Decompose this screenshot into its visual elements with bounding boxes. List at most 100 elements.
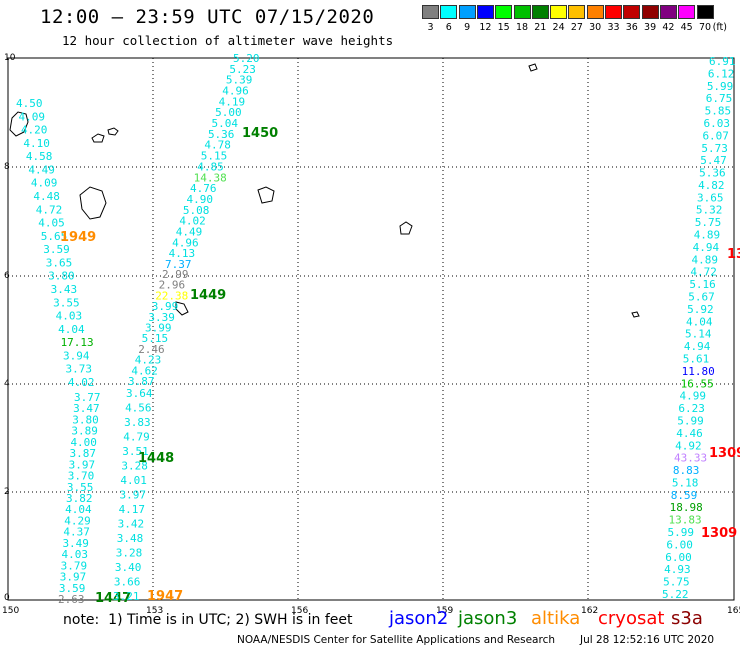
wave-height-value: 3.55	[67, 481, 94, 494]
wave-height-value: 4.49	[28, 163, 54, 176]
wave-height-value: 6.07	[702, 129, 729, 142]
wave-height-value: 4.89	[694, 229, 721, 242]
wave-height-value: 3.40	[115, 561, 142, 574]
wave-height-value: 5.99	[677, 414, 704, 427]
legend-label: 33	[607, 22, 620, 33]
x-tick-label: 165	[727, 606, 740, 616]
altimeter-track: 2.992.9622.383.993.393.995.152.464.234.6…	[128, 268, 226, 388]
wave-height-value: 5.23	[229, 63, 256, 76]
wave-height-value: 17.13	[61, 336, 94, 349]
wave-height-value: 3.59	[59, 582, 85, 595]
wave-height-value: 3.65	[46, 256, 73, 269]
wave-height-value: 4.04	[65, 503, 92, 516]
wave-height-value: 4.37	[63, 526, 89, 539]
wave-height-value: 4.50	[16, 97, 43, 110]
legend-label: 70	[698, 22, 712, 33]
wave-height-value: 5.32	[696, 204, 723, 217]
wave-height-value: 4.17	[119, 503, 146, 516]
wave-height-value: 2.96	[159, 279, 186, 292]
wave-height-value: 5.61	[683, 352, 710, 365]
wave-height-value: 4.00	[70, 436, 97, 449]
legend-swatch	[623, 5, 641, 19]
wave-height-value: 3.94	[63, 349, 90, 362]
wave-height-value: 4.13	[169, 247, 196, 260]
wave-height-value: 3.47	[73, 402, 100, 415]
wave-height-value: 16.55	[681, 377, 714, 390]
wave-height-value: 5.04	[212, 117, 239, 130]
wave-height-value: 3.43	[51, 283, 78, 296]
wave-height-value: 6.12	[708, 67, 735, 80]
pass-time-label: 13	[727, 247, 740, 262]
legend-label: 21	[534, 22, 547, 33]
wave-height-value: 4.46	[676, 427, 703, 440]
coastline	[257, 186, 275, 204]
wave-height-value: 5.20	[233, 52, 260, 65]
legend-label: 3	[427, 22, 434, 33]
pass-time-label: 1448	[138, 451, 174, 466]
wave-height-value: 3.89	[71, 425, 98, 438]
wave-height-value: 3.80	[48, 270, 75, 283]
coastline	[631, 311, 640, 318]
wave-height-value: 3.28	[116, 547, 142, 560]
legend-swatch	[605, 5, 622, 19]
pass-time-label: 1449	[190, 288, 226, 303]
y-tick-label: 2	[4, 487, 10, 497]
wave-height-value: 3.55	[53, 296, 79, 309]
wave-height-value: 11.80	[682, 365, 715, 378]
satellite-name: altika	[531, 608, 581, 629]
legend-swatch	[458, 5, 476, 19]
legend-swatch	[678, 5, 696, 19]
legend-label: 15	[497, 22, 510, 33]
wave-height-value: 4.58	[26, 150, 53, 163]
wave-height-value: 4.79	[123, 431, 150, 444]
wave-height-value: 5.39	[226, 74, 253, 87]
legend-swatch	[422, 5, 439, 19]
wave-height-value: 4.99	[679, 390, 706, 403]
wave-height-value: 43.33	[674, 452, 707, 465]
wave-height-value: 4.85	[197, 160, 224, 173]
wave-height-value: 3.28	[121, 460, 148, 473]
units-note: note: 1) Time is in UTC; 2) SWH is in fe…	[63, 612, 353, 628]
pass-time-label: 1309	[701, 526, 737, 541]
legend-label: 39	[644, 22, 657, 33]
wave-height-value: 4.19	[219, 95, 246, 108]
wave-height-value: 5.47	[700, 154, 727, 167]
x-tick-label: 153	[146, 606, 163, 616]
coastline	[79, 186, 107, 220]
legend-label: 18	[515, 22, 529, 33]
coastline	[399, 221, 413, 235]
map-title: 12:00 – 23:59 UTC 07/15/2020	[40, 6, 375, 28]
altimeter-track: 1947	[147, 589, 183, 604]
wave-height-value: 3.49	[62, 537, 89, 550]
wave-height-value: 4.09	[31, 177, 58, 190]
x-tick-label: 156	[291, 606, 308, 616]
wave-height-value: 4.72	[690, 266, 717, 279]
wave-height-value: 4.62	[131, 364, 158, 377]
legend-label: 9	[464, 22, 471, 33]
wave-height-value: 4.78	[204, 139, 231, 152]
altimeter-track: 5.205.235.394.964.195.005.045.364.785.15…	[165, 52, 278, 271]
coastline	[91, 133, 105, 143]
wave-height-value: 13.83	[669, 514, 702, 527]
legend-label: 36	[625, 22, 638, 33]
wave-height-value: 3.48	[117, 532, 144, 545]
wave-height-value: 4.82	[698, 179, 725, 192]
wave-height-value: 4.23	[135, 354, 162, 367]
wave-height-value: 5.14	[685, 328, 712, 341]
legend-swatch	[531, 5, 549, 19]
wave-height-value: 3.87	[70, 447, 97, 460]
wave-height-value: 18.98	[670, 501, 703, 514]
wave-height-value: 7.37	[165, 258, 192, 271]
wave-height-value: 4.03	[62, 548, 89, 561]
legend-swatch	[495, 5, 513, 19]
wave-height-value: 6.03	[704, 117, 731, 130]
wave-height-value: 5.18	[672, 476, 699, 489]
satellite-name: jason3	[458, 608, 518, 629]
wave-height-value: 5.15	[142, 332, 169, 345]
satellite-name: cryosat	[598, 608, 665, 629]
wave-height-value: 5.16	[689, 278, 716, 291]
altimeter-track: 3.773.473.803.894.003.873.973.703.553.82…	[58, 391, 131, 606]
wave-height-value: 4.04	[686, 315, 713, 328]
wave-height-value: 4.72	[36, 203, 63, 216]
wave-height-value: 5.73	[701, 142, 728, 155]
